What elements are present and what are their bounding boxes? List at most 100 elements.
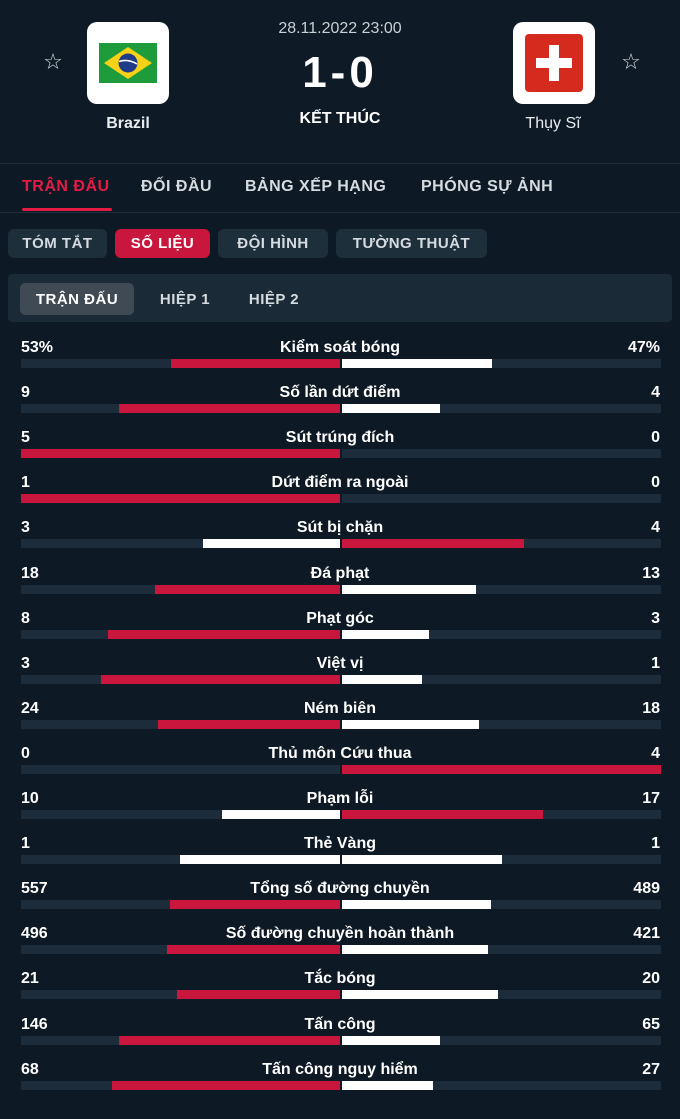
stat-row: 18 Đá phạt 13 [0, 565, 680, 610]
stat-home-bar [158, 719, 340, 729]
stat-away-bar [342, 584, 476, 594]
stat-home-track [21, 359, 340, 368]
stat-away-track [342, 990, 661, 1000]
stat-home-value: 18 [21, 564, 39, 582]
stat-away-track [342, 359, 661, 368]
stat-away-track [342, 449, 661, 459]
stat-label: Việt vị [316, 654, 364, 672]
stat-home-track [21, 539, 340, 549]
stat-home-track [21, 855, 340, 865]
stat-home-bar [222, 810, 340, 819]
active-tab-indicator [22, 208, 112, 211]
stat-away-value: 489 [633, 880, 660, 898]
stat-home-bar [21, 449, 340, 459]
stat-home-track [21, 584, 340, 594]
stat-home-bar [112, 1080, 340, 1090]
stat-label: Ném biên [303, 699, 376, 717]
stat-row: 557 Tổng số đường chuyền 489 [0, 880, 680, 925]
stat-home-bar [155, 584, 340, 594]
stat-away-track [342, 404, 661, 414]
stat-label: Sút bị chặn [296, 519, 384, 537]
match-score: 1-0 [302, 48, 378, 97]
stat-home-bar [167, 945, 340, 955]
period-selector: TRẬN ĐẤU HIỆP 1 HIỆP 2 [8, 274, 672, 322]
stat-home-value: 9 [21, 384, 30, 402]
stat-away-value: 65 [642, 1015, 660, 1033]
stat-label: Dứt điểm ra ngoài [271, 474, 409, 492]
stat-row: 9 Số lần dứt điểm 4 [0, 384, 680, 429]
stat-label: Kiểm soát bóng [279, 339, 400, 356]
stat-row: 21 Tắc bóng 20 [0, 970, 680, 1015]
tab-match[interactable]: TRẬN ĐẤU [22, 178, 110, 195]
period-second-half[interactable]: HIỆP 2 [248, 290, 300, 308]
stat-away-track [342, 629, 661, 639]
stat-away-bar [342, 629, 429, 639]
stat-home-value: 21 [21, 970, 39, 988]
home-team-name[interactable]: Brazil [106, 115, 150, 132]
subtab-lineups[interactable]: ĐỘI HÌNH [218, 229, 328, 258]
stat-away-bar [342, 945, 488, 955]
stat-away-track [342, 810, 661, 819]
stat-home-track [21, 945, 340, 955]
stat-away-bar [342, 674, 422, 684]
stat-away-value: 4 [651, 519, 660, 537]
stat-away-value: 0 [651, 474, 660, 492]
stat-away-bar [342, 404, 440, 414]
stat-row: 3 Việt vị 1 [0, 655, 680, 700]
stat-away-value: 17 [642, 790, 660, 807]
stat-row: 68 Tấn công nguy hiểm 27 [0, 1061, 680, 1106]
subtab-statistics[interactable]: SỐ LIỆU [115, 229, 210, 258]
stat-home-value: 496 [21, 925, 48, 943]
stat-home-bar [101, 674, 340, 684]
stat-home-track [21, 1035, 340, 1045]
main-tabs: TRẬN ĐẤU ĐỐI ĐẦU BẢNG XẾP HẠNG PHÓNG SỰ … [0, 165, 680, 213]
tab-standings[interactable]: BẢNG XẾP HẠNG [245, 178, 387, 195]
stat-away-bar [342, 990, 498, 1000]
stat-label: Phạm lỗi [306, 790, 374, 807]
stat-home-bar [170, 900, 340, 910]
stat-row: 496 Số đường chuyền hoàn thành 421 [0, 925, 680, 970]
stat-label: Thủ môn Cứu thua [268, 744, 412, 762]
stat-home-track [21, 674, 340, 684]
stat-label: Tắc bóng [304, 970, 376, 988]
stat-home-value: 5 [21, 429, 30, 447]
stat-away-bar [342, 855, 502, 865]
stat-home-value: 0 [21, 744, 30, 762]
stat-home-track [21, 810, 340, 819]
subtab-commentary[interactable]: TƯỜNG THUẬT [336, 229, 487, 258]
period-first-half[interactable]: HIỆP 1 [159, 290, 211, 308]
favorite-star-icon-away[interactable]: ☆ [621, 50, 641, 75]
away-team-name[interactable]: Thụy Sĩ [525, 115, 581, 132]
tab-photo-report[interactable]: PHÓNG SỰ ẢNH [421, 178, 554, 195]
stat-home-track [21, 404, 340, 414]
switzerland-flag-icon[interactable] [513, 22, 595, 104]
stat-away-value: 4 [651, 744, 660, 762]
stat-away-value: 1 [651, 654, 660, 672]
tab-head-to-head[interactable]: ĐỐI ĐẦU [141, 178, 213, 195]
favorite-star-icon-home[interactable]: ☆ [43, 50, 63, 75]
stat-away-track [342, 1035, 661, 1045]
stat-away-track [342, 900, 661, 910]
stat-home-value: 24 [21, 699, 39, 717]
stat-home-track [21, 1080, 340, 1090]
stat-away-value: 27 [642, 1060, 660, 1078]
stat-label: Phạt góc [306, 609, 374, 627]
stat-away-track [342, 719, 661, 729]
subtab-summary[interactable]: TÓM TẮT [8, 229, 107, 258]
stat-row: 1 Dứt điểm ra ngoài 0 [0, 474, 680, 519]
stat-home-value: 68 [21, 1060, 39, 1078]
period-full-match[interactable]: TRẬN ĐẤU [20, 283, 134, 315]
stat-label: Tấn công nguy hiểm [262, 1060, 418, 1078]
brazil-flag-icon[interactable] [87, 22, 169, 104]
stat-away-track [342, 494, 661, 504]
stat-away-value: 421 [633, 925, 660, 943]
match-status: KẾT THÚC [299, 110, 381, 127]
stat-away-track [342, 539, 661, 549]
stat-away-bar [342, 764, 661, 774]
stat-away-track [342, 764, 661, 774]
stat-home-value: 557 [21, 880, 48, 898]
stat-home-value: 3 [21, 654, 30, 672]
stat-away-bar [342, 810, 543, 819]
stat-away-bar [342, 900, 491, 910]
stat-label: Tấn công [304, 1015, 376, 1033]
